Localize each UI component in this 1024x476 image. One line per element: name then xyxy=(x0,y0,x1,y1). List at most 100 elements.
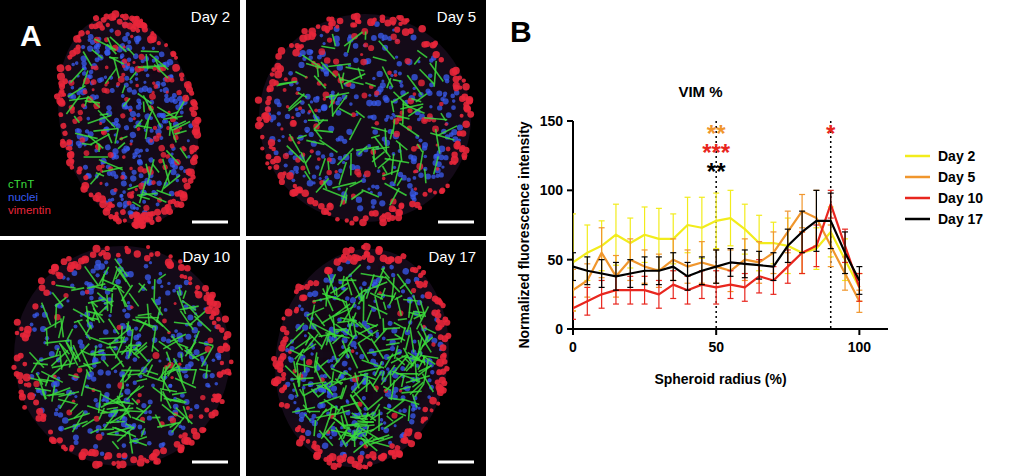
ctnt-fibre xyxy=(190,331,199,353)
nucleus xyxy=(393,166,396,169)
nucleus xyxy=(133,335,139,341)
nucleus xyxy=(106,384,111,389)
vimentin-cell xyxy=(120,175,125,180)
ctnt-fibre xyxy=(111,285,116,292)
rim-cell xyxy=(268,139,275,146)
figure: Day 2Day 5Day 10Day 17AcTnTnucleivimenti… xyxy=(0,0,1024,476)
vimentin-cell xyxy=(158,144,166,152)
vimentin-cell xyxy=(188,414,193,419)
nucleus xyxy=(93,444,98,449)
rim-cell xyxy=(455,140,460,145)
nucleus xyxy=(354,94,359,99)
rim-cell xyxy=(277,172,285,180)
nucleus xyxy=(277,111,281,115)
nucleus xyxy=(134,148,141,155)
vimentin-cell xyxy=(395,39,401,45)
nucleus xyxy=(73,434,79,440)
rim-cell xyxy=(207,297,211,301)
rim-cell xyxy=(301,28,307,34)
nucleus xyxy=(266,107,271,112)
nucleus xyxy=(94,398,98,402)
vimentin-cell xyxy=(446,147,451,152)
ctnt-fibre xyxy=(119,136,128,139)
nucleus xyxy=(413,176,417,180)
ctnt-fibre xyxy=(166,148,179,166)
ctnt-fibre xyxy=(319,158,325,176)
rim-cell xyxy=(130,456,137,463)
vimentin-cell xyxy=(423,118,427,122)
nucleus xyxy=(194,349,200,355)
rim-cell xyxy=(390,215,396,221)
vimentin-cell xyxy=(418,80,425,87)
rim-cell xyxy=(150,31,155,36)
vimentin-cell xyxy=(170,417,176,423)
nucleus xyxy=(134,327,138,331)
rim-cell xyxy=(399,204,405,210)
nucleus xyxy=(104,144,111,151)
vimentin-cell xyxy=(375,121,380,126)
ctnt-fibre xyxy=(189,310,207,326)
rim-cell xyxy=(304,34,311,41)
rim-cell xyxy=(66,151,75,160)
ctnt-fibre xyxy=(350,118,362,140)
ctnt-fibre xyxy=(314,130,333,132)
nucleus xyxy=(304,127,310,133)
ctnt-fibre xyxy=(434,156,439,174)
day-label: Day 5 xyxy=(437,8,476,25)
vimentin-cell xyxy=(96,434,103,441)
rim-cell xyxy=(103,252,111,260)
nucleus xyxy=(436,91,442,97)
nucleus xyxy=(371,101,377,107)
rim-cell xyxy=(62,130,68,136)
nucleus xyxy=(120,197,124,201)
ctnt-fibre xyxy=(338,148,354,165)
spheroid xyxy=(11,245,233,469)
nucleus xyxy=(398,71,402,75)
rim-cell xyxy=(178,72,184,78)
nucleus xyxy=(135,35,142,42)
vimentin-cell xyxy=(360,59,367,66)
ctnt-fibre xyxy=(117,386,123,404)
nucleus xyxy=(168,384,172,388)
vimentin-cell xyxy=(93,65,99,71)
rim-cell xyxy=(146,35,155,44)
rim-cell xyxy=(69,158,75,164)
ctnt-fibre xyxy=(74,115,79,123)
rim-cell xyxy=(255,122,263,130)
ctnt-fibre xyxy=(319,140,337,153)
rim-cell xyxy=(181,177,187,183)
rim-cell xyxy=(19,327,24,332)
ctnt-fibre xyxy=(346,67,365,71)
rim-cell xyxy=(191,428,197,434)
vimentin-cell xyxy=(298,106,302,110)
ctnt-fibre xyxy=(166,352,170,363)
ctnt-fibre xyxy=(139,283,147,290)
nucleus xyxy=(145,73,150,78)
scale-bar xyxy=(192,461,228,464)
ctnt-fibre xyxy=(99,408,104,420)
rim-cell xyxy=(195,285,200,290)
nucleus xyxy=(129,80,133,84)
nucleus xyxy=(75,61,79,65)
ctnt-fibre xyxy=(120,367,130,383)
rim-cell xyxy=(18,379,23,384)
nucleus xyxy=(205,383,210,388)
vimentin-cell xyxy=(95,164,102,171)
ctnt-fibre xyxy=(154,62,168,80)
ctnt-fibre xyxy=(373,156,376,167)
nucleus xyxy=(390,116,394,120)
ctnt-fibre xyxy=(102,167,123,171)
rim-cell xyxy=(220,361,224,365)
rim-cell xyxy=(445,184,450,189)
rim-cell xyxy=(418,206,422,210)
ctnt-fibre xyxy=(56,348,58,356)
nucleus xyxy=(452,99,456,103)
rim-cell xyxy=(177,201,185,209)
ctnt-fibre xyxy=(135,181,150,203)
rim-cell xyxy=(149,454,156,461)
rim-cell xyxy=(22,334,29,341)
rim-cell xyxy=(105,22,110,27)
rim-cell xyxy=(223,343,228,348)
ctnt-fibre xyxy=(391,101,393,113)
rim-cell xyxy=(51,264,58,271)
